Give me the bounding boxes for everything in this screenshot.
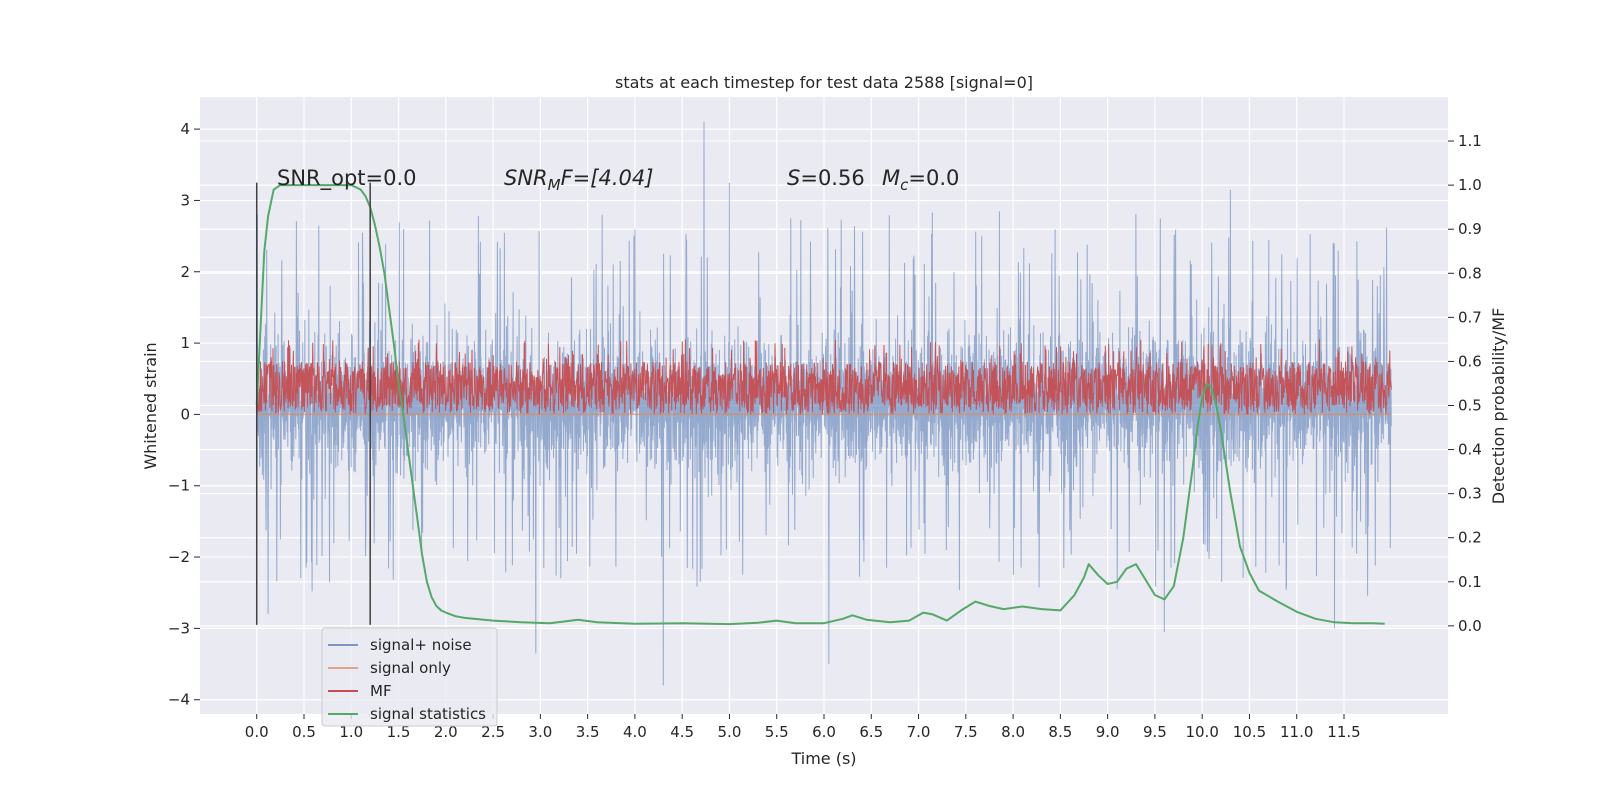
x-tick-label: 11.5 xyxy=(1327,723,1360,741)
series-mf-line xyxy=(256,339,1392,415)
y2-tick-label: 0.8 xyxy=(1458,264,1482,282)
y-tick-label: −3 xyxy=(168,619,190,637)
y2-tick-label: 0.6 xyxy=(1458,352,1482,370)
x-tick-label: 5.5 xyxy=(765,723,789,741)
y-tick-label: 4 xyxy=(180,120,190,138)
y-tick-label: −2 xyxy=(168,548,190,566)
series-signal-statistics-line xyxy=(255,184,1385,626)
annotation-mc-sub: c xyxy=(900,176,909,194)
x-tick-label: 6.5 xyxy=(859,723,883,741)
y2-tick-label: 0.9 xyxy=(1458,220,1482,238)
y2-tick-label: 0.0 xyxy=(1458,617,1482,635)
y-axis-label: Whitened strain xyxy=(141,342,160,469)
y2-tick-label: 0.3 xyxy=(1458,485,1482,503)
annotation-s-value: =0.56 xyxy=(800,166,864,190)
x-tick-label: 7.0 xyxy=(907,723,931,741)
y-tick-label: 1 xyxy=(180,334,190,352)
x-tick-label: 1.5 xyxy=(387,723,411,741)
y-tick-label: 0 xyxy=(180,405,190,423)
y2-tick-label: 1.0 xyxy=(1458,176,1482,194)
x-tick-label: 0.0 xyxy=(245,723,269,741)
y2-tick-label: 0.4 xyxy=(1458,441,1482,459)
x-tick-label: 2.5 xyxy=(481,723,505,741)
y2-tick-label: 0.1 xyxy=(1458,573,1482,591)
x-tick-label: 11.0 xyxy=(1280,723,1313,741)
x-tick-label: 2.0 xyxy=(434,723,458,741)
y2-tick-label: 0.7 xyxy=(1458,308,1482,326)
x-tick-label: 10.5 xyxy=(1233,723,1266,741)
x-tick-label: 9.5 xyxy=(1143,723,1167,741)
annotation-snr-mf: SNRMF=[4.04] xyxy=(504,166,653,194)
x-tick-label: 6.0 xyxy=(812,723,836,741)
x-tick-label: 1.0 xyxy=(339,723,363,741)
y2-tick-label: 1.1 xyxy=(1458,132,1482,150)
y-tick-label: −4 xyxy=(168,691,190,709)
x-tick-label: 3.0 xyxy=(528,723,552,741)
annotation-mc: Mc=0.0 xyxy=(882,166,959,194)
legend-label: signal+ noise xyxy=(370,636,472,654)
vertical-markers xyxy=(255,182,371,625)
y-tick-label: 3 xyxy=(180,191,190,209)
annotation-mc-var: M xyxy=(882,166,900,190)
annotation-snr-mf-base: SNR xyxy=(504,166,548,190)
legend: signal+ noise signal only MF signal statist… xyxy=(321,627,498,727)
y2-tick-label: 0.2 xyxy=(1458,529,1482,547)
x-tick-label: 0.5 xyxy=(292,723,316,741)
legend-label: signal only xyxy=(370,659,451,677)
annotation-s: S=0.56 xyxy=(787,166,865,190)
x-axis-label: Time (s) xyxy=(790,749,856,768)
annotation-snr-mf-sub: M xyxy=(548,176,561,194)
y2-axis-label: Detection probability/MF xyxy=(1489,308,1508,505)
x-tick-label: 9.0 xyxy=(1096,723,1120,741)
annotation-mc-value: =0.0 xyxy=(908,166,959,190)
x-tick-label: 7.5 xyxy=(954,723,978,741)
x-tick-label: 3.5 xyxy=(576,723,600,741)
x-tick-label: 4.0 xyxy=(623,723,647,741)
series-signal-noise-line xyxy=(256,121,1392,686)
x-tick-label: 8.0 xyxy=(1001,723,1025,741)
y-tick-label: 2 xyxy=(180,263,190,281)
y-tick-label: −1 xyxy=(168,477,190,495)
data-series xyxy=(255,121,1392,686)
legend-label: signal statistics xyxy=(370,705,486,723)
annotation-snr-opt: SNR_opt=0.0 xyxy=(277,166,417,191)
y2-tick-label: 0.5 xyxy=(1458,397,1482,415)
axes: 0.0 0.5 1.0 1.5 2.0 2.5 3.0 3.5 4.0 4.5 5.0 5.5 6.0 6… xyxy=(168,120,1482,741)
chart-title: stats at each timestep for test data 258… xyxy=(615,73,1033,92)
x-tick-label: 5.0 xyxy=(718,723,742,741)
annotation-snr-mf-rest: F=[4.04] xyxy=(561,166,654,190)
x-tick-label: 4.5 xyxy=(670,723,694,741)
annotation-s-var: S xyxy=(787,166,800,190)
legend-box xyxy=(321,627,498,727)
x-tick-label: 8.5 xyxy=(1048,723,1072,741)
x-tick-label: 10.0 xyxy=(1185,723,1218,741)
legend-label: MF xyxy=(370,682,392,700)
